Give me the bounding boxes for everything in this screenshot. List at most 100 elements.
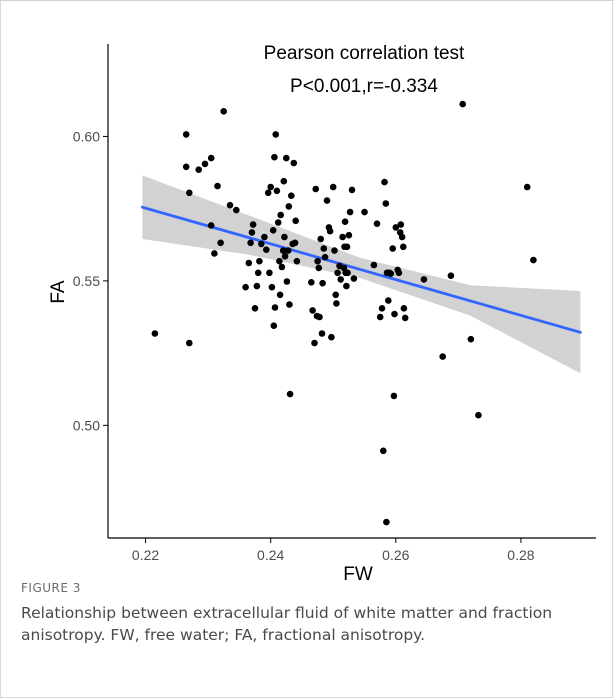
data-point <box>346 208 354 216</box>
data-point <box>467 335 475 343</box>
y-tick-label: 0.60 <box>73 128 100 144</box>
data-point <box>339 233 346 241</box>
data-point <box>182 131 190 138</box>
data-point <box>278 263 286 271</box>
data-point <box>383 518 390 526</box>
data-point <box>207 154 215 162</box>
data-point <box>233 206 240 214</box>
y-ticks: 0.50 0.55 0.60 <box>73 128 108 433</box>
data-point <box>264 189 272 197</box>
data-point <box>316 313 323 321</box>
data-point <box>308 279 315 286</box>
data-point <box>382 200 390 207</box>
data-point <box>314 257 321 265</box>
data-point <box>263 246 270 253</box>
data-point <box>370 261 378 269</box>
data-point <box>328 333 335 341</box>
data-point <box>321 253 329 261</box>
data-point <box>214 182 221 190</box>
data-point <box>293 257 301 265</box>
data-point <box>276 257 283 265</box>
data-point <box>258 240 265 248</box>
data-point <box>391 310 398 318</box>
data-point <box>271 153 278 161</box>
data-point <box>281 252 289 260</box>
data-point <box>270 322 278 330</box>
x-tick-label: 0.26 <box>382 547 409 563</box>
x-tick-label: 0.22 <box>132 547 159 563</box>
data-point <box>286 301 293 308</box>
data-point <box>350 275 358 282</box>
confidence-band-layer <box>142 175 581 374</box>
data-point <box>341 218 349 225</box>
data-point <box>315 264 323 272</box>
chart-title: Pearson correlation test <box>264 43 465 64</box>
data-point <box>343 282 350 290</box>
data-point <box>217 239 224 247</box>
data-point <box>380 447 387 455</box>
data-point <box>395 269 403 277</box>
data-point <box>320 245 328 252</box>
y-tick-label: 0.50 <box>73 417 100 433</box>
data-point <box>276 291 284 299</box>
data-point <box>397 221 405 228</box>
data-point <box>286 390 294 398</box>
data-point <box>268 283 276 291</box>
data-point <box>266 269 273 277</box>
data-point <box>277 211 285 219</box>
figure-label: FIGURE 3 <box>21 581 81 595</box>
confidence-band <box>142 175 581 374</box>
data-point <box>279 247 287 254</box>
data-point <box>280 177 288 185</box>
data-point <box>348 186 356 194</box>
data-point <box>245 259 253 267</box>
data-point <box>392 224 400 231</box>
data-point <box>376 313 384 321</box>
data-point <box>400 243 407 251</box>
data-point <box>344 269 351 277</box>
data-point <box>247 239 254 247</box>
data-point <box>274 219 282 226</box>
x-ticks: 0.22 0.24 0.26 0.28 <box>132 538 535 563</box>
data-point <box>291 239 299 247</box>
data-point <box>186 189 193 197</box>
data-point <box>378 305 386 312</box>
data-point <box>323 197 331 204</box>
data-point <box>361 208 368 216</box>
data-point <box>151 330 159 337</box>
data-point <box>401 314 409 322</box>
regression-line <box>141 205 582 334</box>
data-point <box>447 272 455 280</box>
data-point <box>272 131 280 138</box>
scatter-plot: 0.22 0.24 0.26 0.28 0.50 0.55 0.60 Pearson co… <box>48 43 596 580</box>
data-point <box>398 233 406 241</box>
data-point <box>267 183 275 191</box>
data-point <box>329 183 337 191</box>
data-point <box>523 183 531 191</box>
data-point <box>220 108 227 115</box>
data-point <box>326 227 334 235</box>
data-point <box>390 392 398 400</box>
data-point <box>195 166 202 173</box>
data-point <box>211 250 218 257</box>
data-point <box>269 227 277 234</box>
data-point <box>284 247 292 254</box>
chart-subtitle: P<0.001,r=-0.334 <box>290 76 438 97</box>
x-axis-label: FW <box>343 564 373 580</box>
data-point <box>475 411 482 419</box>
data-point <box>226 201 234 209</box>
data-point <box>439 353 447 360</box>
figure-caption: Relationship between extracellular fluid… <box>21 604 553 644</box>
data-point <box>332 291 340 299</box>
data-point <box>381 178 388 186</box>
data-point <box>290 159 298 167</box>
data-point <box>248 229 256 236</box>
data-point <box>283 154 290 162</box>
data-point <box>253 282 261 290</box>
x-tick-label: 0.28 <box>507 547 534 563</box>
x-tick-label: 0.24 <box>257 547 284 563</box>
data-point <box>281 233 288 241</box>
data-point <box>345 231 353 239</box>
data-point <box>331 247 338 254</box>
